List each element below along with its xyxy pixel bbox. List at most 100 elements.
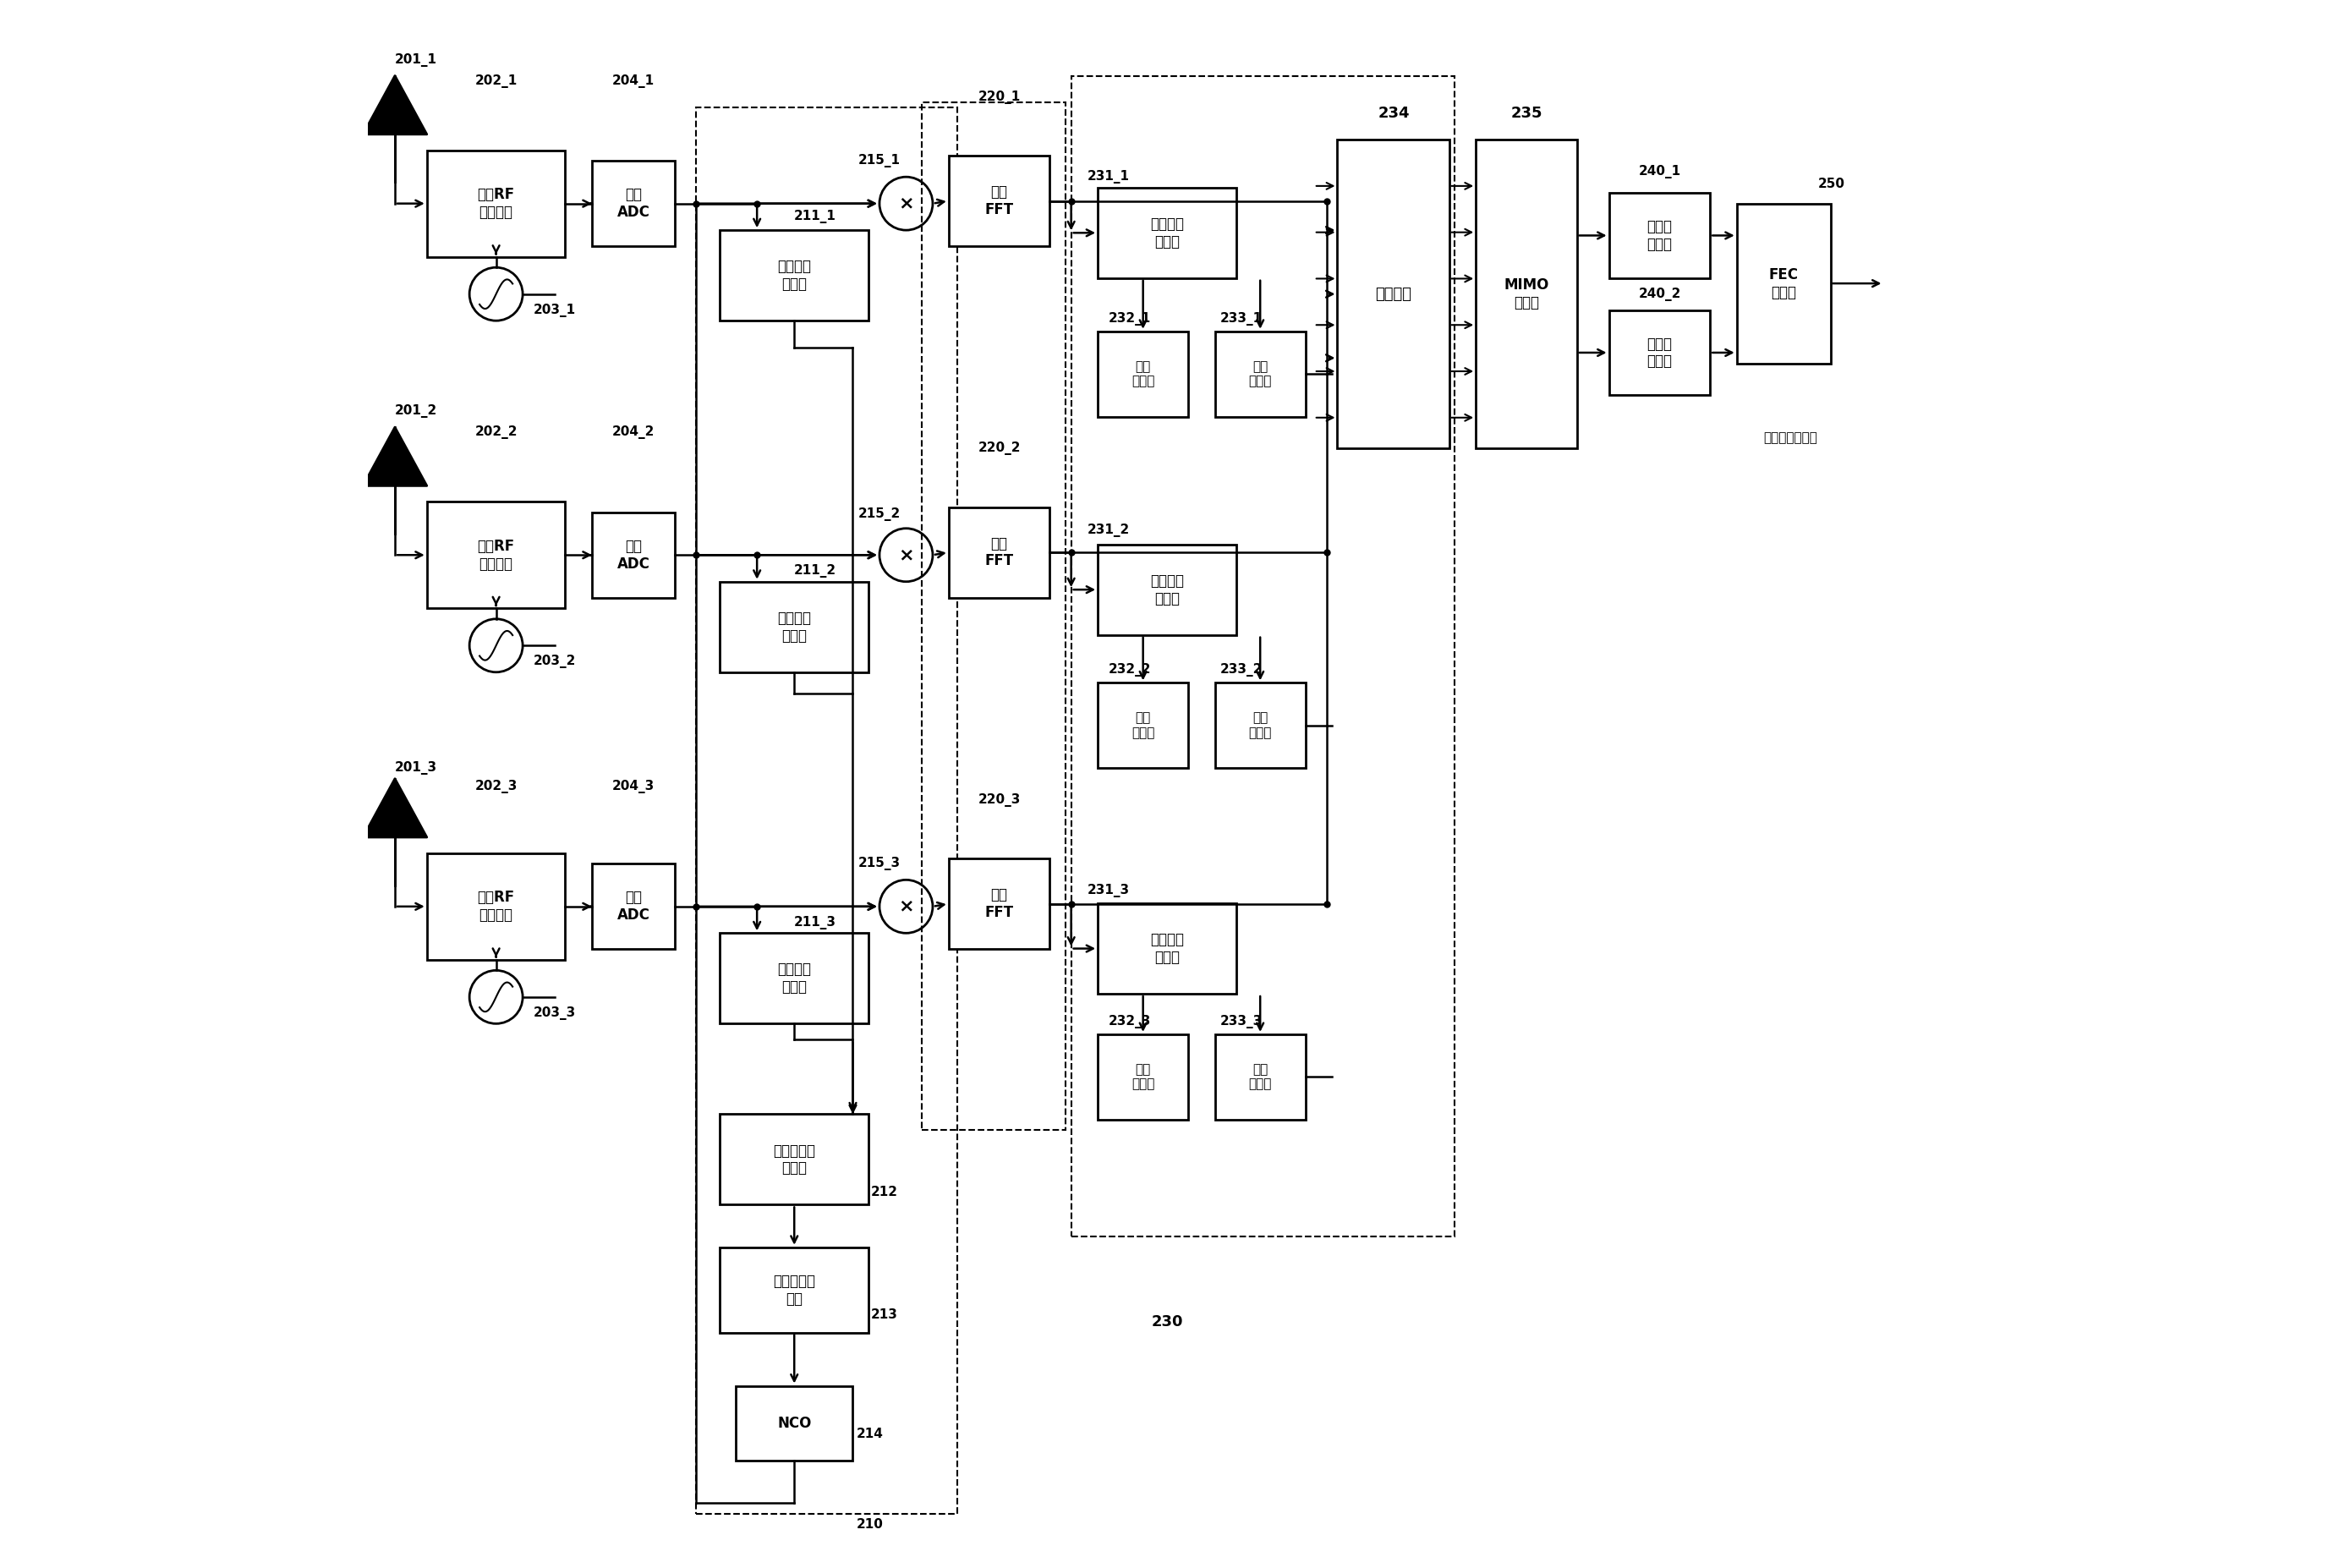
- Text: 235: 235: [1510, 105, 1543, 121]
- Bar: [1608, 310, 1711, 395]
- Polygon shape: [364, 779, 427, 837]
- Text: 220_1: 220_1: [978, 91, 1020, 103]
- Text: 第三
FFT: 第三 FFT: [985, 887, 1013, 920]
- Text: 第二
ADC: 第二 ADC: [616, 538, 649, 571]
- Text: 204_3: 204_3: [612, 779, 656, 793]
- Bar: [735, 1386, 852, 1460]
- Polygon shape: [364, 75, 427, 135]
- Text: 232_1: 232_1: [1109, 312, 1151, 325]
- Text: 第一
存储器: 第一 存储器: [1132, 712, 1155, 739]
- Text: 231_3: 231_3: [1088, 884, 1130, 897]
- Text: FEC
解码器: FEC 解码器: [1769, 267, 1800, 299]
- Text: 231_2: 231_2: [1088, 524, 1130, 538]
- Bar: [1097, 903, 1237, 994]
- Bar: [1608, 193, 1711, 278]
- Text: ×: ×: [899, 547, 915, 563]
- Text: 第二延迟
相关器: 第二延迟 相关器: [777, 610, 812, 643]
- Text: 第三RF
下变频器: 第三RF 下变频器: [478, 891, 516, 924]
- Text: NCO: NCO: [777, 1416, 812, 1430]
- Bar: [1475, 140, 1578, 448]
- Text: 202_3: 202_3: [474, 779, 518, 793]
- Bar: [593, 162, 675, 246]
- Text: 第二
存储器: 第二 存储器: [1249, 361, 1272, 387]
- Bar: [948, 859, 1050, 949]
- Bar: [719, 1115, 868, 1204]
- Text: 212: 212: [871, 1185, 899, 1198]
- Text: MIMO
检测器: MIMO 检测器: [1503, 278, 1550, 310]
- Text: 234: 234: [1377, 105, 1410, 121]
- Text: 201_1: 201_1: [394, 53, 436, 66]
- Text: 反正切运算
单元: 反正切运算 单元: [773, 1273, 815, 1306]
- Text: 215_2: 215_2: [859, 508, 901, 521]
- Text: 204_2: 204_2: [612, 426, 656, 439]
- Text: 第一
存储器: 第一 存储器: [1132, 361, 1155, 387]
- Text: 240_2: 240_2: [1638, 287, 1680, 301]
- Text: 第一
FFT: 第一 FFT: [985, 185, 1013, 218]
- Text: 第二信道
估计器: 第二信道 估计器: [1151, 574, 1183, 607]
- Text: ×: ×: [899, 194, 915, 212]
- Text: 213: 213: [871, 1308, 899, 1320]
- Bar: [1337, 140, 1449, 448]
- Text: 211_3: 211_3: [794, 916, 836, 930]
- Text: 230: 230: [1151, 1314, 1183, 1330]
- Bar: [948, 155, 1050, 246]
- Bar: [719, 933, 868, 1024]
- Text: 最终度量值
检测器: 最终度量值 检测器: [773, 1143, 815, 1176]
- Bar: [948, 506, 1050, 597]
- Text: 预补偿器: 预补偿器: [1375, 287, 1412, 301]
- Text: 203_3: 203_3: [534, 1007, 576, 1019]
- Text: 211_2: 211_2: [794, 564, 836, 577]
- Text: 第一RF
下变频器: 第一RF 下变频器: [478, 187, 516, 220]
- Text: 202_2: 202_2: [474, 426, 518, 439]
- Bar: [1216, 682, 1305, 768]
- Text: 第二
FFT: 第二 FFT: [985, 536, 1013, 569]
- Text: 解码的比特信息: 解码的比特信息: [1765, 431, 1818, 444]
- Text: 第一
ADC: 第一 ADC: [616, 187, 649, 220]
- Text: 第二解
映射器: 第二解 映射器: [1648, 336, 1671, 368]
- Bar: [427, 853, 565, 960]
- Text: 第一信道
估计器: 第一信道 估计器: [1151, 216, 1183, 249]
- Text: 201_3: 201_3: [394, 760, 436, 775]
- Text: 第三
ADC: 第三 ADC: [616, 891, 649, 924]
- Bar: [922, 102, 1067, 1131]
- Text: 233_3: 233_3: [1221, 1014, 1263, 1029]
- Text: 第一延迟
相关器: 第一延迟 相关器: [777, 259, 812, 292]
- Bar: [1097, 682, 1188, 768]
- Bar: [1216, 1035, 1305, 1120]
- Text: 250: 250: [1818, 179, 1846, 191]
- Bar: [696, 108, 957, 1513]
- Bar: [1097, 1035, 1188, 1120]
- Text: 第一
存储器: 第一 存储器: [1132, 1063, 1155, 1091]
- Bar: [427, 502, 565, 608]
- Bar: [719, 582, 868, 673]
- Text: 203_1: 203_1: [534, 303, 576, 317]
- Text: 215_1: 215_1: [859, 154, 901, 168]
- Text: 211_1: 211_1: [794, 210, 836, 223]
- Polygon shape: [364, 426, 427, 486]
- Bar: [1097, 188, 1237, 278]
- Text: 第一解
映射器: 第一解 映射器: [1648, 220, 1671, 252]
- Text: ×: ×: [899, 898, 915, 916]
- Bar: [427, 151, 565, 257]
- Bar: [719, 1247, 868, 1333]
- Text: 220_3: 220_3: [978, 793, 1020, 808]
- Bar: [719, 230, 868, 321]
- Text: 233_1: 233_1: [1221, 312, 1263, 325]
- Text: 231_1: 231_1: [1088, 171, 1130, 183]
- Bar: [593, 864, 675, 949]
- Text: 202_1: 202_1: [474, 74, 518, 88]
- Text: 214: 214: [857, 1427, 882, 1439]
- Bar: [1216, 331, 1305, 417]
- Bar: [1736, 204, 1830, 364]
- Bar: [1071, 75, 1454, 1237]
- Text: 203_2: 203_2: [534, 655, 576, 668]
- Bar: [593, 513, 675, 597]
- Text: 210: 210: [857, 1518, 882, 1530]
- Text: 第二
存储器: 第二 存储器: [1249, 1063, 1272, 1091]
- Text: 201_2: 201_2: [394, 405, 436, 419]
- Text: 240_1: 240_1: [1638, 165, 1680, 179]
- Text: 204_1: 204_1: [612, 74, 654, 88]
- Text: 第三信道
估计器: 第三信道 估计器: [1151, 931, 1183, 964]
- Text: 220_2: 220_2: [978, 442, 1022, 455]
- Bar: [1097, 544, 1237, 635]
